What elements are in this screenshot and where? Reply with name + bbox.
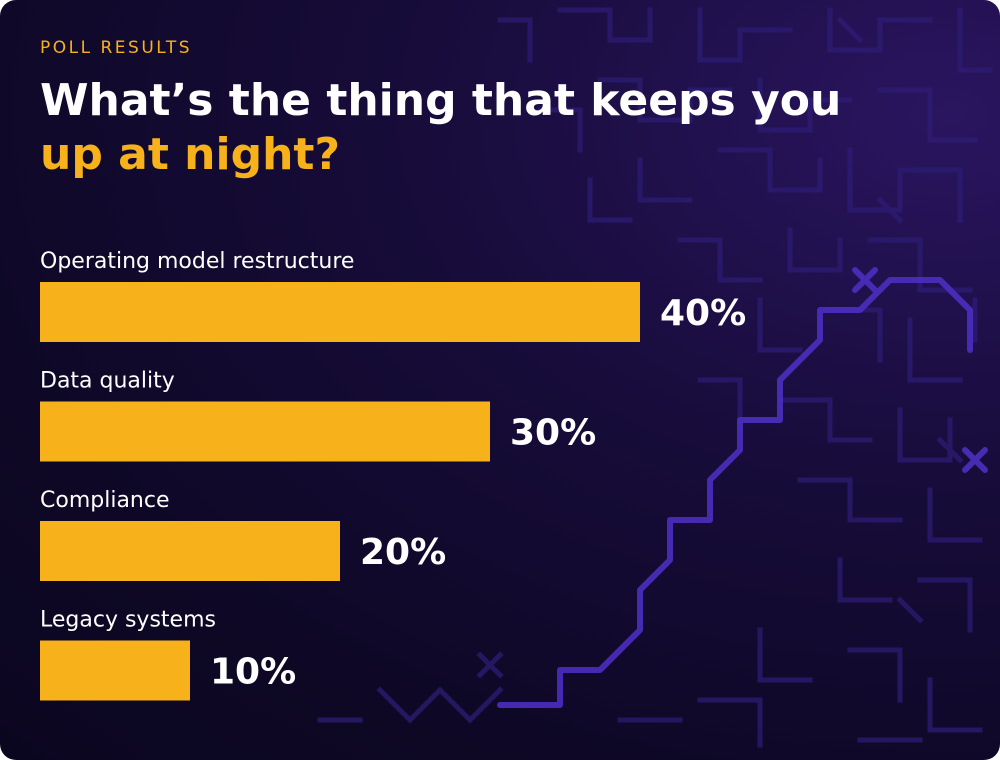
value-label: 30%: [510, 413, 596, 454]
category-label: Compliance: [40, 488, 170, 513]
category-label: Data quality: [40, 369, 175, 394]
bar: [40, 401, 490, 462]
bar: [40, 640, 190, 701]
category-label: Legacy systems: [40, 608, 216, 633]
bar: [40, 282, 640, 342]
category-label: Operating model restructure: [40, 249, 354, 274]
eyebrow-label: POLL RESULTS: [40, 38, 193, 58]
title-line-1: What’s the thing that keeps you: [40, 75, 842, 126]
value-label: 10%: [210, 652, 296, 693]
poll-question-title: What’s the thing that keeps you up at nig…: [40, 74, 841, 182]
title-line-2: up at night?: [40, 129, 340, 180]
bar: [40, 521, 340, 581]
value-label: 40%: [660, 293, 746, 334]
value-label: 20%: [360, 532, 446, 573]
